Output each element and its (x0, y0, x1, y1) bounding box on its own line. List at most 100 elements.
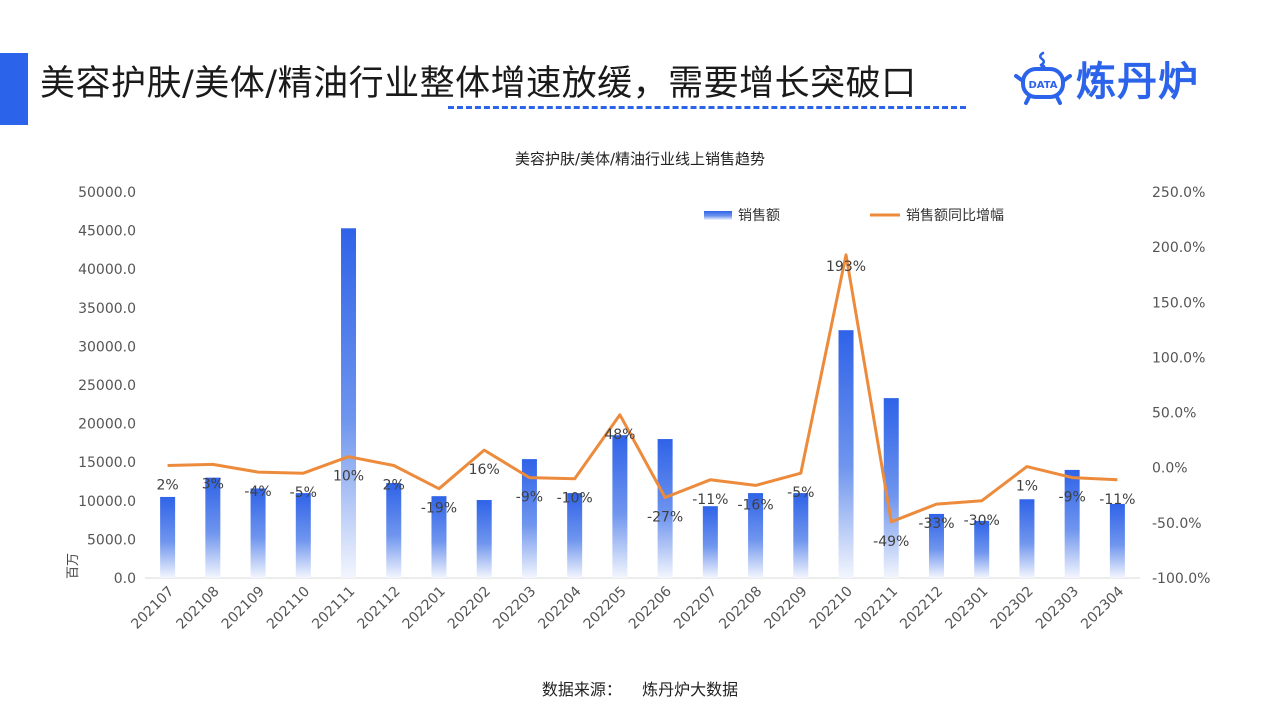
x-tick-label: 202202 (445, 584, 494, 633)
data-robot-icon: DATA (1014, 51, 1072, 105)
data-source: 数据来源： 炼丹炉大数据 (0, 676, 1280, 700)
yoy-data-label: -19% (421, 501, 457, 517)
legend-label-sales: 销售额 (738, 208, 780, 224)
right-axis: -100.0% -50.0% 0.0% 50.0% 100.0% 150.0% 200.0%… (1152, 185, 1210, 587)
x-tick-label: 202303 (1033, 584, 1082, 633)
right-tick-label: 250.0% (1152, 185, 1205, 201)
x-tick-label: 202211 (852, 584, 901, 633)
brand-badge-text: DATA (1028, 80, 1057, 91)
left-axis: 0.0 5000.0 10000.0 15000.0 20000.0 25000.0 300… (78, 185, 136, 587)
sales-bar (295, 493, 311, 578)
sales-bar (883, 398, 899, 578)
yoy-data-label: 16% (469, 462, 500, 478)
right-tick-label: 100.0% (1152, 350, 1205, 366)
x-tick-label: 202210 (807, 584, 856, 633)
x-tick-label: 202112 (354, 584, 403, 633)
yoy-data-label: -9% (1059, 490, 1086, 506)
left-tick-label: 15000.0 (78, 455, 136, 471)
sales-bar (838, 330, 854, 578)
yoy-data-label: -10% (557, 491, 593, 507)
left-tick-label: 45000.0 (78, 224, 136, 240)
sales-bar (612, 435, 628, 578)
yoy-data-label: 1% (1016, 479, 1038, 495)
right-tick-label: 0.0% (1152, 461, 1188, 477)
x-tick-label: 202207 (671, 584, 720, 633)
x-tick-label: 202110 (264, 584, 313, 633)
sales-bar (567, 493, 583, 578)
left-tick-label: 35000.0 (78, 301, 136, 317)
sales-bar (1019, 499, 1035, 578)
x-tick-label: 202301 (942, 584, 991, 633)
x-tick-label: 202107 (128, 584, 177, 633)
x-tick-label: 202204 (535, 583, 584, 632)
right-tick-label: 150.0% (1152, 295, 1205, 311)
x-tick-label: 202209 (762, 584, 811, 633)
sales-bar (974, 520, 990, 578)
yoy-data-label: -11% (692, 492, 728, 508)
sales-bar (748, 493, 764, 578)
left-tick-label: 0.0 (114, 571, 136, 587)
sales-bar (928, 513, 944, 578)
brand-logo: DATA 炼丹炉 (1012, 50, 1199, 106)
page-title: 美容护肤/美体/精油行业整体增速放缓，需要增长突破口 (40, 64, 917, 104)
brand-name: 炼丹炉 (1076, 59, 1199, 105)
right-tick-label: 200.0% (1152, 240, 1205, 256)
right-tick-label: 50.0% (1152, 406, 1196, 422)
line-data-labels: 2% 3% -4% -5% 10% 2% -19% 16% -9% -10% 48% -27% -11%… (157, 259, 1136, 550)
sales-bar (1064, 469, 1080, 578)
yoy-data-label: 2% (157, 478, 179, 494)
left-tick-label: 20000.0 (78, 417, 136, 433)
yoy-data-label: -16% (737, 497, 773, 513)
sales-bar (521, 459, 537, 578)
x-tick-label: 202208 (716, 584, 765, 633)
yoy-growth-line (167, 253, 1118, 524)
x-tick-label: 202205 (581, 584, 630, 633)
sales-bar (657, 439, 673, 578)
sales-bar (160, 496, 176, 578)
sales-bar (205, 477, 221, 578)
yoy-data-label: 10% (333, 469, 364, 485)
x-tick-label: 202111 (309, 584, 358, 633)
sales-bar (250, 488, 266, 578)
x-tick-label: 202302 (988, 584, 1037, 633)
x-tick-label: 202201 (400, 584, 449, 633)
right-tick-label: -100.0% (1152, 571, 1210, 587)
sales-bar (386, 483, 402, 578)
yoy-data-label: 193% (826, 259, 866, 275)
left-tick-label: 10000.0 (78, 494, 136, 510)
yoy-data-label: 2% (383, 478, 405, 494)
yoy-data-label: -5% (787, 485, 814, 501)
data-source-name: 炼丹炉大数据 (642, 680, 739, 699)
sales-bar (1109, 503, 1125, 578)
yoy-data-label: 48% (604, 427, 635, 443)
sales-bar (702, 506, 718, 578)
yoy-data-label: -9% (516, 490, 543, 506)
left-tick-label: 40000.0 (78, 262, 136, 278)
sales-bar (431, 496, 447, 578)
left-tick-label: 25000.0 (78, 378, 136, 394)
left-tick-label: 30000.0 (78, 339, 136, 355)
x-tick-label: 202206 (626, 583, 675, 632)
data-source-label: 数据来源： (541, 680, 622, 699)
bar-series (160, 228, 1125, 578)
x-tick-label: 202108 (174, 584, 223, 633)
yoy-data-label: -27% (647, 509, 683, 525)
right-tick-label: -50.0% (1152, 516, 1202, 532)
x-tick-label: 202203 (490, 584, 539, 633)
left-axis-unit-label: 百万 (66, 553, 81, 579)
chart-title: 美容护肤/美体/精油行业线上销售趋势 (515, 150, 765, 168)
sales-bar (341, 228, 357, 578)
legend-swatch-sales (704, 211, 732, 220)
x-tick-label: 202304 (1078, 583, 1127, 632)
sales-bar (793, 493, 809, 578)
title-underline (448, 106, 966, 109)
x-tick-label: 202212 (897, 584, 946, 633)
title-accent-bar (0, 53, 28, 125)
x-tick-label: 202109 (219, 584, 268, 633)
sales-bar (476, 500, 492, 578)
legend-label-yoy: 销售额同比增幅 (906, 208, 1004, 224)
yoy-data-label: -49% (873, 534, 909, 550)
chart-legend: 销售额 销售额同比增幅 (704, 208, 1004, 224)
yoy-data-label: -33% (918, 516, 954, 532)
